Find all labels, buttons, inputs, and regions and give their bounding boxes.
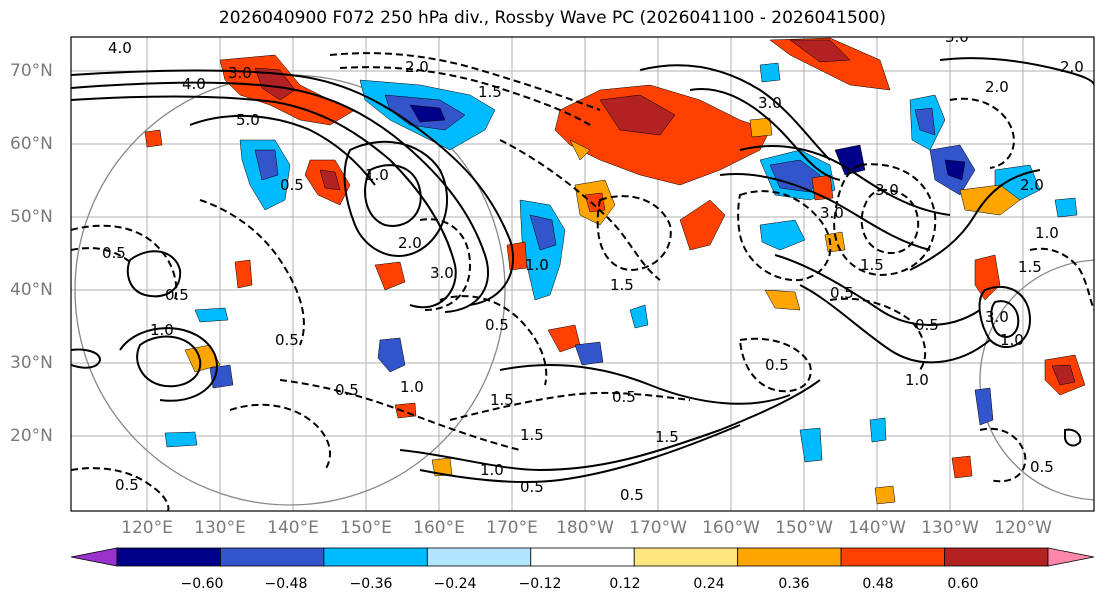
contour-label: 2.0 <box>1020 176 1044 194</box>
contour-label: 0.5 <box>102 244 126 262</box>
latitude-label: 70°N <box>10 61 53 81</box>
latitude-label: 20°N <box>10 426 53 446</box>
contour-label: 1.0 <box>480 461 504 479</box>
contour-label: 5.0 <box>236 111 260 129</box>
contour-label: 2.0 <box>985 78 1009 96</box>
longitude-label: 170°E <box>486 518 538 538</box>
contour-label: 0.5 <box>335 381 359 399</box>
contour-label: 1.0 <box>1035 224 1059 242</box>
longitude-label: 160°E <box>413 518 465 538</box>
colorbar-tick-label: −0.48 <box>264 576 308 592</box>
colorbar-segment <box>323 547 428 567</box>
colorbar-segment <box>530 547 635 567</box>
colorbar-segment <box>220 547 325 567</box>
colorbar-tick-label: −0.36 <box>349 576 393 592</box>
contour-label: 4.0 <box>182 75 206 93</box>
contour-label: 3.0 <box>985 308 1009 326</box>
longitude-label: 130°W <box>921 518 979 538</box>
contour-label: 1.0 <box>525 256 549 274</box>
colorbar-segment <box>633 547 739 567</box>
colorbar-tick-label: 0.60 <box>947 576 979 592</box>
colorbar-tick-label: −0.12 <box>518 576 562 592</box>
longitude-label: 120°E <box>121 518 173 538</box>
latitude-label: 60°N <box>10 134 53 154</box>
contour-label: 1.5 <box>860 256 884 274</box>
contour-label: 1.0 <box>400 378 424 396</box>
colorbar-segment <box>944 547 1049 567</box>
colorbar-tick-label: 0.24 <box>693 576 725 592</box>
contour-label: 3.0 <box>228 64 252 82</box>
contour-label: 2.0 <box>405 58 429 76</box>
map-title: 2026040900 F072 250 hPa div., Rossby Wav… <box>218 8 887 28</box>
colorbar <box>70 547 1095 567</box>
colorbar-segment <box>737 547 842 567</box>
contour-label: 0.5 <box>1030 458 1054 476</box>
contour-label: 0.5 <box>165 286 189 304</box>
contour-label: 1.0 <box>1000 331 1024 349</box>
map-frame <box>70 36 1095 512</box>
colorbar-extend-max <box>1047 547 1095 567</box>
contour-label: 1.5 <box>490 391 514 409</box>
longitude-label: 180°W <box>556 518 614 538</box>
contour-label: 3.0 <box>820 204 844 222</box>
contour-label: 0.5 <box>765 356 789 374</box>
contour-label: 0.5 <box>280 176 304 194</box>
contour-label: 2.0 <box>398 234 422 252</box>
divergence-shading <box>144 37 1086 505</box>
contour-label: 1.5 <box>610 276 634 294</box>
contour-label: 0.5 <box>915 316 939 334</box>
longitude-label: 150°E <box>340 518 392 538</box>
colorbar-segment <box>426 547 532 567</box>
longitude-label: 140°W <box>848 518 906 538</box>
contour-label: 1.5 <box>520 426 544 444</box>
contours <box>71 57 1094 483</box>
colorbar-tick-label: 0.48 <box>862 576 894 592</box>
colorbar-tick-label: −0.24 <box>433 576 477 592</box>
contour-label: 1.5 <box>1018 258 1042 276</box>
contour-label: 0.5 <box>612 388 636 406</box>
contour-label: 0.5 <box>520 478 544 496</box>
colorbar-extend-min <box>70 547 118 567</box>
colorbar-segment <box>116 547 221 567</box>
latitude-label: 40°N <box>10 280 53 300</box>
longitude-label: 140°E <box>267 518 319 538</box>
longitude-label: 160°W <box>702 518 760 538</box>
contour-label: 0.5 <box>830 284 854 302</box>
contour-label: 3.0 <box>945 28 969 46</box>
latitude-label: 30°N <box>10 353 53 373</box>
contour-label: 0.5 <box>620 486 644 504</box>
contour-label: 1.0 <box>905 371 929 389</box>
contour-label: 1.0 <box>365 166 389 184</box>
longitude-label: 150°W <box>775 518 833 538</box>
contour-label: 1.5 <box>655 428 679 446</box>
contour-labels: 4.0 4.0 3.0 5.0 2.0 1.5 3.0 3.0 2.0 3.0 … <box>102 28 1084 504</box>
longitude-label: 170°W <box>629 518 687 538</box>
contour-label: 3.0 <box>875 181 899 199</box>
dashed-contours <box>71 52 1094 511</box>
longitude-label: 130°E <box>194 518 246 538</box>
contour-label: 0.5 <box>115 476 139 494</box>
contour-label: 1.5 <box>478 83 502 101</box>
contour-label: 3.0 <box>758 94 782 112</box>
colorbar-tick-label: −0.60 <box>180 576 224 592</box>
longitude-label: 120°W <box>994 518 1052 538</box>
reference-circle <box>979 259 1094 501</box>
contour-label: 0.5 <box>275 331 299 349</box>
colorbar-segment <box>840 547 945 567</box>
contour-label: 2.0 <box>1060 58 1084 76</box>
contour-label: 1.0 <box>150 321 174 339</box>
colorbar-tick-label: 0.12 <box>609 576 641 592</box>
contour-label: 0.5 <box>485 316 509 334</box>
colorbar-tick-label: 0.36 <box>778 576 810 592</box>
contour-label: 3.0 <box>430 264 454 282</box>
contour-label: 4.0 <box>108 39 132 57</box>
latitude-label: 50°N <box>10 207 53 227</box>
